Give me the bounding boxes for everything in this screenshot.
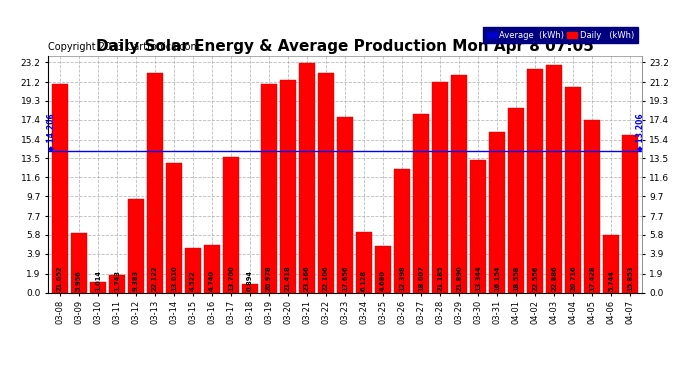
Bar <box>432 82 448 292</box>
Bar <box>128 200 144 292</box>
Text: 18.007: 18.007 <box>418 266 424 291</box>
Text: 9.383: 9.383 <box>132 270 139 291</box>
Text: 5.744: 5.744 <box>609 270 614 291</box>
Bar <box>318 73 334 292</box>
Text: 22.886: 22.886 <box>551 266 558 291</box>
Bar <box>166 164 182 292</box>
Text: 5.956: 5.956 <box>76 270 81 291</box>
Bar <box>337 117 353 292</box>
Text: 17.656: 17.656 <box>342 266 348 291</box>
Bar <box>565 87 581 292</box>
Text: 22.556: 22.556 <box>532 266 538 291</box>
Bar <box>356 232 372 292</box>
Bar <box>527 69 543 292</box>
Text: 13.344: 13.344 <box>475 266 481 291</box>
Text: 4.740: 4.740 <box>209 270 215 291</box>
Text: 21.185: 21.185 <box>437 266 443 291</box>
Bar <box>603 236 620 292</box>
Text: 17.428: 17.428 <box>589 266 595 291</box>
Text: 21.052: 21.052 <box>57 266 63 291</box>
Text: 0.894: 0.894 <box>247 270 253 291</box>
Text: 18.558: 18.558 <box>513 266 519 291</box>
Bar <box>299 63 315 292</box>
Text: 20.978: 20.978 <box>266 266 272 291</box>
Bar <box>52 84 68 292</box>
Text: Copyright 2013 Cartronics.com: Copyright 2013 Cartronics.com <box>48 42 200 51</box>
Bar <box>622 135 638 292</box>
Text: 4.680: 4.680 <box>380 270 386 291</box>
Bar <box>394 170 410 292</box>
Bar <box>241 284 258 292</box>
Bar <box>470 160 486 292</box>
Text: 13.010: 13.010 <box>171 266 177 291</box>
Text: 16.154: 16.154 <box>494 266 500 291</box>
Bar <box>413 114 429 292</box>
Text: ◆ 13.206: ◆ 13.206 <box>635 114 644 152</box>
Text: 22.122: 22.122 <box>152 266 158 291</box>
Text: 13.700: 13.700 <box>228 266 234 291</box>
Text: 20.716: 20.716 <box>570 266 576 291</box>
Text: 21.418: 21.418 <box>285 266 291 291</box>
Bar <box>489 132 505 292</box>
Bar <box>261 84 277 292</box>
Bar <box>109 275 125 292</box>
Text: 22.106: 22.106 <box>323 266 329 291</box>
Text: 6.128: 6.128 <box>361 270 367 291</box>
Bar <box>375 246 391 292</box>
Bar <box>185 248 201 292</box>
Text: 1.014: 1.014 <box>95 270 101 291</box>
Text: 4.522: 4.522 <box>190 270 196 291</box>
Text: 23.166: 23.166 <box>304 266 310 291</box>
Bar <box>70 233 87 292</box>
Bar <box>147 73 163 292</box>
Bar <box>584 120 600 292</box>
Bar <box>223 156 239 292</box>
Bar <box>508 108 524 292</box>
Text: 21.890: 21.890 <box>456 266 462 291</box>
Bar <box>204 246 220 292</box>
Bar <box>280 80 296 292</box>
Legend: Average  (kWh), Daily   (kWh): Average (kWh), Daily (kWh) <box>483 27 638 43</box>
Bar <box>90 282 106 292</box>
Bar <box>546 65 562 292</box>
Title: Daily Solar Energy & Average Production Mon Apr 8 07:05: Daily Solar Energy & Average Production … <box>96 39 594 54</box>
Text: 12.398: 12.398 <box>399 266 405 291</box>
Bar <box>451 75 467 292</box>
Text: ◆ 14.206: ◆ 14.206 <box>46 114 55 152</box>
Text: 1.743: 1.743 <box>114 270 120 291</box>
Text: 15.853: 15.853 <box>627 266 633 291</box>
